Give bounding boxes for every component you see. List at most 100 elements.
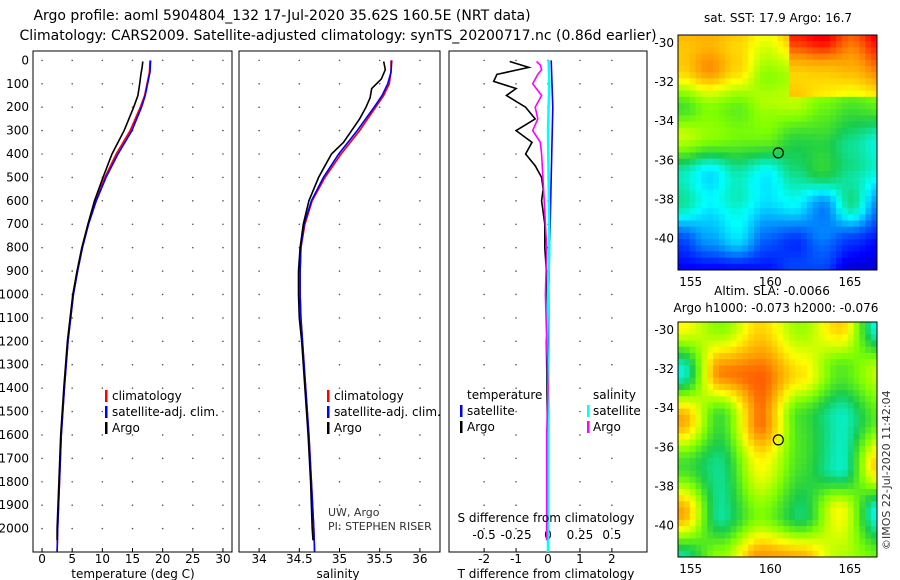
grid-dot [298,387,301,389]
map-cell [730,458,737,465]
map-cell [847,220,854,228]
map-cell [736,140,743,147]
grid-dot [192,434,194,436]
map-cell [783,263,790,271]
map-cell [701,90,708,98]
map-cell [824,519,831,527]
map-cell [795,72,802,79]
map-cell [742,476,749,484]
map-cell [695,251,702,259]
map-cell [678,519,685,527]
map-cell [783,334,790,341]
grid-dot [338,527,341,530]
map-cell [812,427,819,434]
map-cell [713,507,720,515]
map-cell [859,396,866,403]
map-cell [824,396,831,403]
map-cell [730,152,737,160]
map-cell [836,171,843,178]
map-cell [678,127,685,135]
map-cell [847,513,854,521]
map-cell [718,352,726,360]
map-cell [777,451,784,459]
grid-dot [338,176,341,179]
map-cell [841,488,849,496]
map-cell [800,476,808,484]
map-cell [836,340,843,348]
map-cell [678,109,685,116]
map-cell [683,346,691,354]
map-cell [695,488,702,496]
grid-dot [41,82,43,85]
map-cell [783,140,790,147]
map-cell [718,427,726,434]
grid-dot [338,129,341,132]
map-cell [800,103,808,110]
grid-dot [419,246,421,249]
map-cell [859,59,866,67]
map-cell [841,232,849,240]
map-cell [683,544,691,552]
temperature-frame [32,50,233,553]
grid-dot [515,363,517,366]
map-cell [707,476,714,484]
map-cell [795,84,802,92]
map-cell [742,427,749,434]
map-cell [818,470,825,477]
map-cell [742,507,749,515]
map-cell [724,439,732,447]
map-cell [789,78,796,85]
map-cell [748,352,755,360]
map-cell [800,532,808,539]
map-cell [836,427,843,434]
map-cell [695,334,702,341]
map-cell [683,41,691,48]
map-cell [759,109,767,116]
map-cell [748,445,755,453]
map-cell [806,47,814,54]
map-cell [818,109,825,116]
map-cell [818,359,825,366]
map-cell [748,526,755,533]
map-cell [777,78,784,85]
map-cell [830,257,837,265]
map-cell [847,183,854,190]
sla-map: 155 160 165-30-32-34-36-38-40 [654,321,878,576]
salinity-frame [238,50,441,553]
map-cell [707,78,714,85]
map-cell [742,550,749,558]
map-cell [678,41,685,48]
map-cell [853,458,860,465]
map-cell [748,133,755,141]
map-cell [754,390,761,397]
map-cell [806,458,814,465]
map-cell [847,121,854,129]
map-cell [818,103,825,110]
map-cell [859,109,866,116]
map-cell [736,482,743,490]
map-cell [730,488,737,496]
map-cell [806,208,814,215]
grid-dot [258,480,260,483]
map-cell [742,53,749,61]
map-cell [847,433,854,440]
map-cell [818,164,825,172]
map-cell [789,340,796,348]
map-cell [812,189,819,197]
map-cell [736,232,743,240]
map-cell [678,78,685,85]
map-cell [689,201,696,209]
grid-dot [579,82,581,85]
map-cell [701,414,708,422]
map-cell [836,158,843,166]
map-cell [689,383,696,391]
map-cell [730,396,737,403]
map-cell [730,72,737,79]
grid-dot [41,200,43,202]
map-cell [830,152,837,160]
map-cell [689,251,696,259]
map-cell [742,526,749,533]
map-cell [718,127,726,135]
map-cell [713,195,720,203]
grid-dot [338,223,341,226]
